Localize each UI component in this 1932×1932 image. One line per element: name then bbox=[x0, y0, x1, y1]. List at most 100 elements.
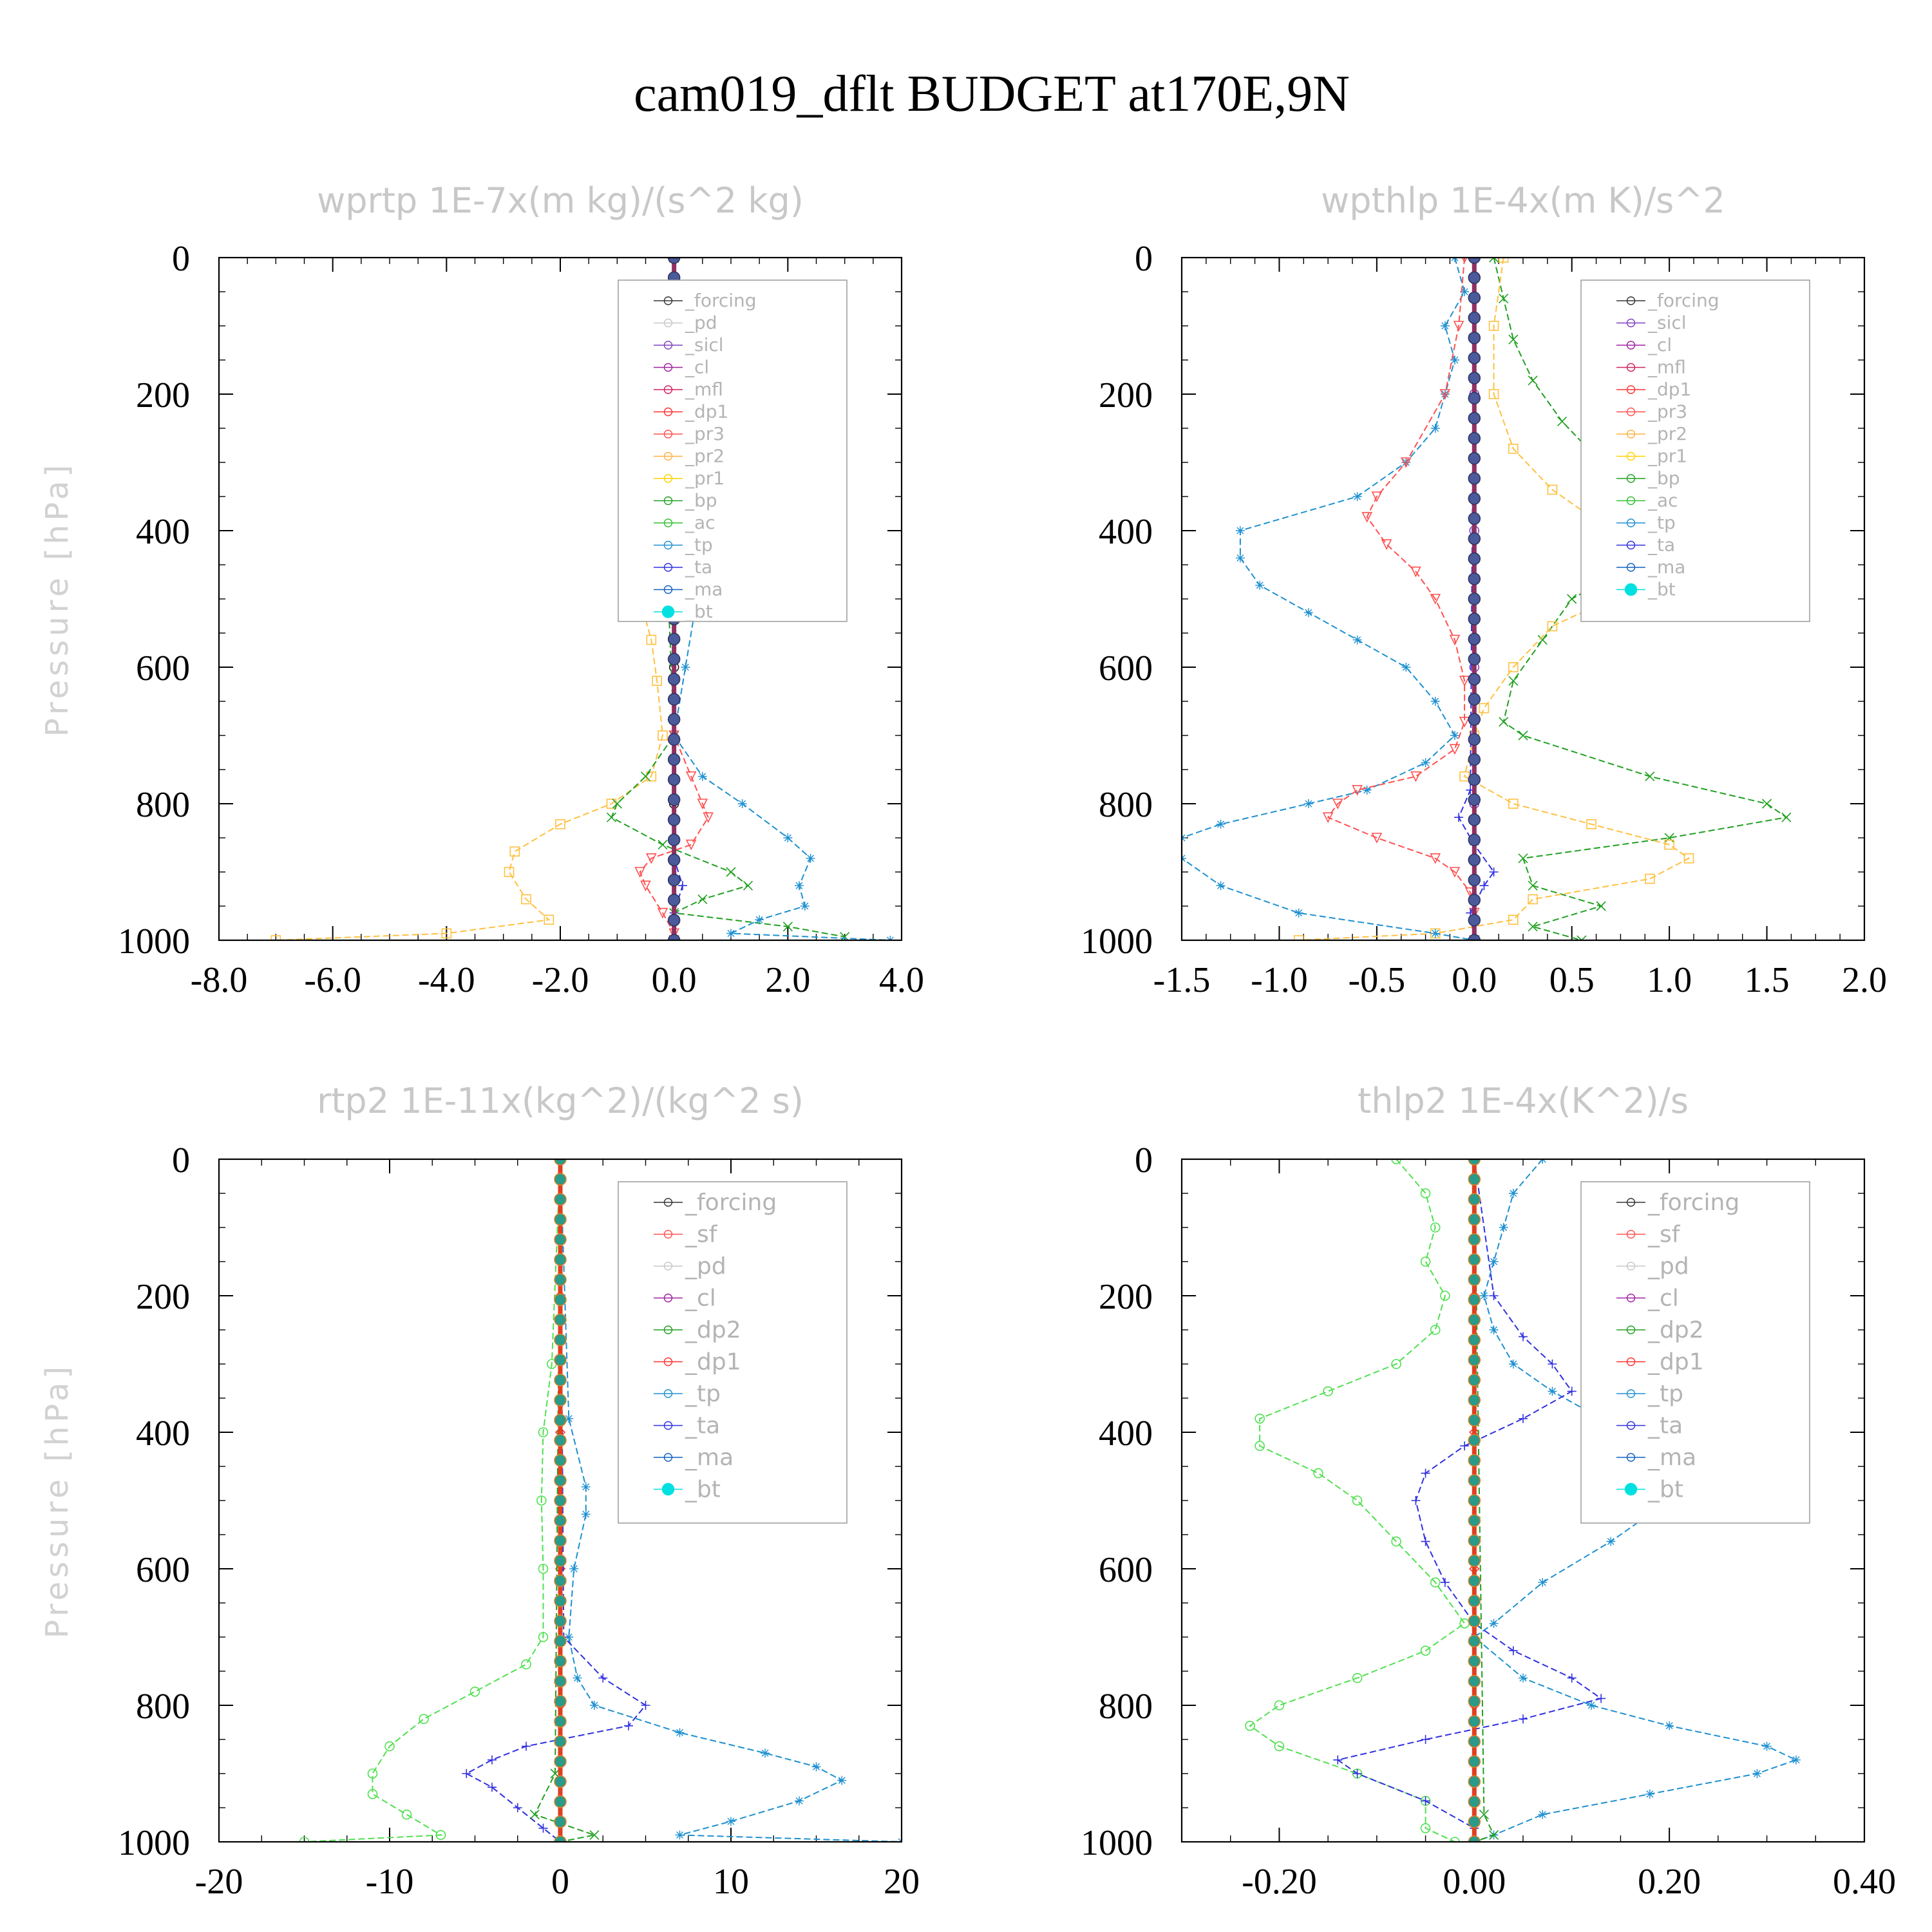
series-dp1-marker bbox=[1323, 1386, 1333, 1397]
legend-swatch-marker bbox=[663, 318, 673, 328]
series-bp-marker bbox=[1489, 258, 1499, 263]
series-ta-marker bbox=[1333, 1755, 1343, 1765]
legend-label: _ta bbox=[685, 556, 712, 578]
series-tp-marker bbox=[783, 833, 793, 842]
series-pr2-marker bbox=[441, 928, 452, 939]
legend-item: _dp1 bbox=[654, 1349, 741, 1376]
zero-term-marker bbox=[554, 1735, 567, 1748]
legend-label: _pd bbox=[685, 1253, 726, 1280]
y-tick-label: 0 bbox=[172, 239, 190, 279]
legend-item: _cl bbox=[654, 357, 709, 378]
zero-term-marker bbox=[554, 1374, 567, 1387]
zero-term-marker bbox=[1468, 672, 1481, 686]
zero-term-marker bbox=[667, 853, 681, 867]
series-pr2-marker bbox=[1508, 662, 1519, 672]
series-tp-marker bbox=[1401, 663, 1411, 672]
y-tick-label: 200 bbox=[136, 1277, 190, 1317]
zero-term-marker bbox=[1468, 753, 1481, 766]
zero-term-marker bbox=[1468, 1193, 1481, 1206]
series-bp-marker bbox=[1557, 416, 1567, 426]
series-bp-marker bbox=[1664, 833, 1674, 843]
zero-term-marker bbox=[554, 1595, 567, 1607]
series-pr3 bbox=[1322, 258, 1480, 940]
zero-term-marker bbox=[1468, 1474, 1481, 1487]
series-tp-marker bbox=[1303, 608, 1313, 618]
zero-term-marker bbox=[1468, 1313, 1481, 1327]
series-tp-marker bbox=[1489, 1618, 1499, 1628]
series-dp1-marker bbox=[1420, 1188, 1431, 1198]
series-tp-marker bbox=[1440, 321, 1450, 330]
legend-swatch-marker bbox=[1626, 540, 1636, 550]
legend-swatch-marker bbox=[1626, 1262, 1636, 1271]
legend-label: _bt bbox=[1647, 1477, 1683, 1503]
zero-term-marker bbox=[554, 1414, 567, 1427]
zero-term-marker bbox=[1468, 1775, 1481, 1788]
series-pr3-marker bbox=[1410, 771, 1421, 782]
series-dp1-marker bbox=[1274, 1741, 1285, 1752]
y-tick-label: 1000 bbox=[118, 1823, 190, 1863]
series-tp-marker bbox=[755, 915, 764, 925]
legend-swatch-marker bbox=[1626, 363, 1636, 372]
series-tp-marker bbox=[1460, 287, 1470, 296]
series-tp-marker bbox=[1752, 1769, 1762, 1778]
legend-label: _tp bbox=[1647, 512, 1676, 533]
legend-label: _sf bbox=[685, 1222, 718, 1248]
legend-swatch-marker bbox=[663, 540, 673, 550]
legend-item: _bp bbox=[1616, 468, 1680, 489]
series-pr2 bbox=[270, 258, 679, 940]
y-tick-label: 0 bbox=[1135, 1141, 1153, 1180]
series-dp1-marker bbox=[1440, 1291, 1450, 1301]
legend-item: _sicl bbox=[654, 334, 724, 355]
legend-swatch-marker bbox=[1626, 341, 1636, 350]
series-pr2-marker bbox=[1547, 621, 1558, 632]
legend-item: _forcing bbox=[1616, 1189, 1739, 1216]
series-tp-marker bbox=[581, 1482, 591, 1492]
legend-label: _dp2 bbox=[1647, 1317, 1704, 1343]
zero-term-marker bbox=[1468, 1595, 1481, 1607]
zero-term-marker bbox=[1468, 1159, 1481, 1166]
legend-item: _pr1 bbox=[1616, 446, 1687, 467]
series-tp-marker bbox=[1235, 526, 1245, 535]
zero-term-marker bbox=[1468, 532, 1481, 545]
series-pr3-marker bbox=[646, 853, 657, 864]
legend-label: _dp1 bbox=[1647, 1349, 1704, 1376]
series-bp-marker bbox=[1528, 375, 1538, 386]
series-tp bbox=[556, 1159, 902, 1842]
series-ta-marker bbox=[462, 1769, 471, 1778]
legend-swatch-marker bbox=[1626, 518, 1636, 527]
legend-label: _forcing bbox=[1647, 290, 1719, 311]
series-dp1-marker bbox=[384, 1741, 395, 1752]
zero-term-marker bbox=[1468, 1434, 1481, 1447]
zero-term-marker bbox=[1468, 1755, 1481, 1768]
series-tp-marker bbox=[811, 1762, 821, 1772]
zero-term-marker bbox=[1468, 793, 1481, 806]
zero-term-marker bbox=[1468, 392, 1481, 404]
series-pr3-marker bbox=[1449, 867, 1461, 878]
series-pr3-marker bbox=[1410, 566, 1421, 578]
y-tick-label: 1000 bbox=[1081, 1823, 1153, 1863]
zero-term-marker bbox=[554, 1273, 567, 1286]
zero-term-marker bbox=[1468, 632, 1481, 646]
zero-terms-stack bbox=[1468, 1159, 1481, 1842]
legend-item: _sicl bbox=[1616, 312, 1687, 334]
legend-item: _dp1 bbox=[1616, 379, 1691, 400]
legend-item: _ta bbox=[654, 556, 712, 578]
series-bp-marker bbox=[782, 922, 793, 932]
series-dp2-marker bbox=[529, 1810, 540, 1820]
chart-panel-3: rtp2 1E-11x(kg^2)/(kg^2 s) Pressure [hPa]… bbox=[39, 1081, 920, 1902]
x-tick-label: 1.5 bbox=[1745, 960, 1790, 1000]
series-dp1-marker bbox=[299, 1837, 310, 1842]
zero-term-marker bbox=[1468, 934, 1481, 940]
y-tick-label: 800 bbox=[1099, 1687, 1153, 1727]
series-pr2-marker bbox=[1664, 839, 1674, 850]
series-tp-marker bbox=[800, 902, 810, 911]
series-dp1-marker bbox=[435, 1830, 446, 1841]
series-tp-marker bbox=[569, 1564, 579, 1573]
zero-term-marker bbox=[1468, 893, 1481, 907]
series-pr3-marker bbox=[685, 839, 697, 851]
zero-term-marker bbox=[1468, 1674, 1481, 1688]
zero-term-marker bbox=[554, 1293, 567, 1306]
series-pr3-marker bbox=[1430, 594, 1441, 605]
zero-term-marker bbox=[1468, 291, 1481, 305]
